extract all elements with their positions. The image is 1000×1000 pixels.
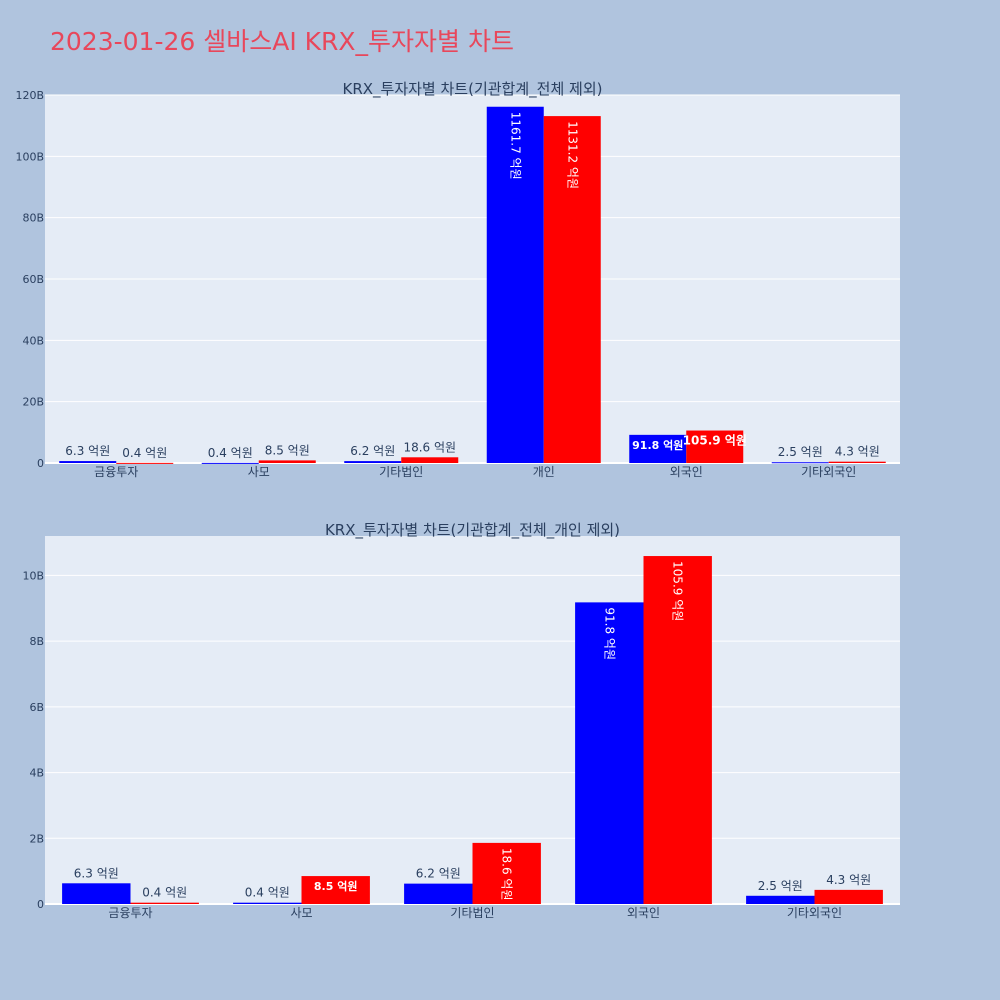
x-tick-label: 외국인 xyxy=(627,906,660,920)
data-label: 0.4 억원 xyxy=(142,886,187,900)
x-tick-label: 기타법인 xyxy=(450,906,494,920)
data-label: 6.3 억원 xyxy=(74,866,119,880)
bar xyxy=(686,430,744,463)
plot-area xyxy=(45,536,900,904)
x-tick-label: 기타외국인 xyxy=(801,465,856,479)
data-label: 18.6 억원 xyxy=(500,848,514,901)
data-label: 18.6 억원 xyxy=(403,440,456,454)
y-tick-label: 60B xyxy=(22,273,44,286)
data-label: 0.4 억원 xyxy=(245,886,290,900)
y-tick-label: 40B xyxy=(22,334,44,347)
page-title: 2023-01-26 셀바스AI KRX_투자자별 차트 xyxy=(50,27,514,56)
bar xyxy=(771,462,829,464)
data-label: 8.5 억원 xyxy=(314,879,358,893)
data-label: 91.8 억원 xyxy=(632,438,683,452)
x-tick-label: 기타법인 xyxy=(379,465,423,479)
y-tick-label: 120B xyxy=(15,89,44,102)
bar xyxy=(486,106,544,463)
data-label: 1131.2 억원 xyxy=(565,121,579,189)
bar xyxy=(814,889,883,904)
bar xyxy=(575,602,644,904)
bar xyxy=(201,462,259,464)
x-tick-label: 외국인 xyxy=(670,465,703,479)
data-label: 6.3 억원 xyxy=(65,444,110,458)
y-tick-label: 8B xyxy=(29,635,44,648)
chart-1: 0 20B 40B 60B 80B 100B 120B KRX_투자자별 차트(기관합계_전체… xyxy=(15,80,900,479)
y-tick-label: 80B xyxy=(22,212,44,225)
bar xyxy=(233,902,302,904)
data-label: 2.5 억원 xyxy=(758,879,803,893)
bar xyxy=(828,461,886,463)
x-tick-label: 금융투자 xyxy=(94,465,138,479)
chart-2: 0 2B 4B 6B 8B 10B KRX_투자자별 차트(기관합계_전체_개인 제외) 금융… xyxy=(22,521,900,920)
y-tick-label: 0 xyxy=(37,457,44,470)
bar xyxy=(472,842,541,904)
y-tick-label: 100B xyxy=(15,150,44,163)
bar xyxy=(404,883,473,904)
bar xyxy=(130,902,199,904)
bar xyxy=(543,116,601,463)
data-label: 8.5 억원 xyxy=(265,443,310,457)
data-label: 0.4 억원 xyxy=(122,446,167,460)
x-tick-label: 개인 xyxy=(533,465,555,479)
data-label: 4.3 억원 xyxy=(835,445,880,459)
x-tick-label: 금융투자 xyxy=(108,906,152,920)
y-tick-label: 0 xyxy=(37,898,44,911)
y-tick-label: 2B xyxy=(29,832,44,845)
chart-title: KRX_투자자별 차트(기관합계_전체_개인 제외) xyxy=(325,521,620,540)
y-tick-label: 10B xyxy=(22,569,44,582)
data-label: 2.5 억원 xyxy=(778,445,823,459)
x-tick-label: 사모 xyxy=(290,906,312,920)
bar xyxy=(643,556,712,904)
bar xyxy=(344,461,402,463)
x-tick-label: 사모 xyxy=(248,465,270,479)
bar xyxy=(59,461,117,463)
data-label: 0.4 억원 xyxy=(208,446,253,460)
y-tick-label: 6B xyxy=(29,701,44,714)
data-label: 105.9 억원 xyxy=(683,434,747,448)
bar xyxy=(301,876,370,904)
data-label: 6.2 억원 xyxy=(350,444,395,458)
data-label: 4.3 억원 xyxy=(826,873,871,887)
data-label: 91.8 억원 xyxy=(602,607,616,660)
x-tick-label: 기타외국인 xyxy=(787,906,842,920)
bar xyxy=(116,462,174,464)
bar xyxy=(62,883,131,904)
data-label: 6.2 억원 xyxy=(416,867,461,881)
bar xyxy=(258,460,316,463)
chart-title: KRX_투자자별 차트(기관합계_전체 제외) xyxy=(343,80,603,99)
y-tick-label: 4B xyxy=(29,767,44,780)
bar xyxy=(401,457,459,463)
bar xyxy=(629,434,687,463)
data-label: 1161.7 억원 xyxy=(508,112,522,180)
bar xyxy=(746,895,815,904)
y-tick-label: 20B xyxy=(22,396,44,409)
data-label: 105.9 억원 xyxy=(671,561,685,621)
